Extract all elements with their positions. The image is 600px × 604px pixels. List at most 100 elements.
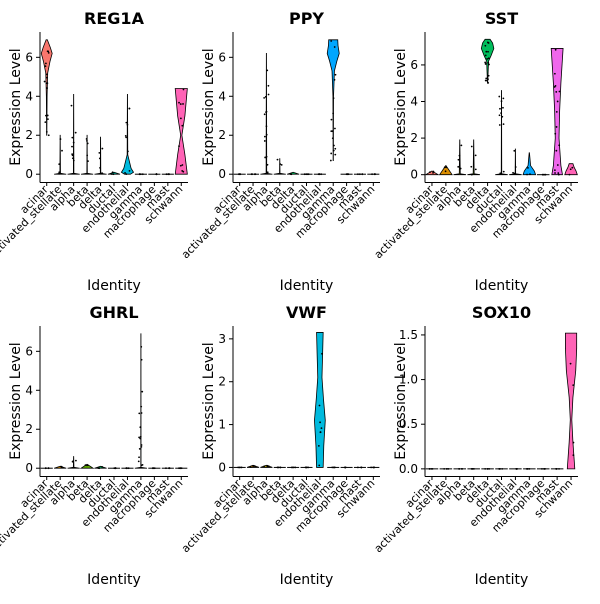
jitter-point: [98, 152, 101, 154]
jitter-point: [498, 95, 501, 98]
jitter-point: [46, 50, 49, 53]
violin-endothelial: [120, 93, 135, 175]
y-tick-label: 4: [25, 383, 33, 397]
violin-beta: [273, 158, 286, 175]
jitter-point: [97, 467, 100, 469]
jitter-point: [487, 50, 489, 53]
jitter-point: [303, 173, 306, 176]
jitter-point: [470, 173, 473, 176]
violin-delta: [94, 465, 107, 469]
jitter-point: [487, 74, 490, 77]
jitter-point: [484, 54, 487, 57]
jitter-point: [333, 466, 336, 469]
jitter-point: [276, 466, 279, 469]
jitter-point: [360, 466, 363, 469]
x-tick-label: activated_stellate: [372, 183, 450, 261]
jitter-point: [502, 106, 504, 109]
jitter-point: [179, 103, 182, 105]
x-axis-label: Identity: [475, 278, 529, 294]
jitter-point: [266, 163, 269, 166]
y-tick-label: 4: [25, 89, 33, 103]
jitter-point: [264, 135, 266, 138]
jitter-point: [138, 448, 141, 450]
jitter-point: [373, 173, 376, 176]
jitter-point: [569, 168, 572, 171]
y-tick-label: 2: [218, 375, 226, 389]
jitter-point: [461, 467, 464, 470]
jitter-point: [125, 136, 128, 139]
jitter-point: [140, 412, 143, 414]
violin-endothelial: [509, 148, 522, 176]
y-axis-label: Expression Level: [201, 342, 217, 459]
y-tick-label: 6: [410, 58, 418, 72]
y-tick-label: 2: [25, 422, 33, 436]
y-tick-label: 0: [218, 167, 226, 181]
jitter-point: [47, 134, 50, 137]
violin-activated_stellate: [54, 134, 67, 175]
jitter-point: [181, 124, 184, 127]
y-tick-label: 0: [218, 460, 226, 474]
y-tick-label: 3: [218, 332, 226, 346]
jitter-point: [487, 61, 490, 64]
jitter-point: [263, 140, 266, 142]
jitter-point: [43, 80, 46, 83]
jitter-point: [553, 72, 556, 75]
jitter-point: [168, 173, 171, 176]
jitter-point: [330, 130, 333, 133]
jitter-point: [554, 132, 557, 135]
jitter-point: [72, 141, 75, 144]
y-tick-label: 1.5: [399, 328, 418, 342]
jitter-point: [443, 166, 446, 169]
violin-delta: [94, 136, 107, 175]
panel-title: REG1A: [84, 9, 145, 28]
violin-ductal: [495, 90, 508, 176]
jitter-point: [101, 147, 104, 150]
x-tick-label: activated_stellate: [179, 183, 257, 261]
jitter-point: [361, 173, 364, 176]
jitter-point: [321, 352, 323, 355]
jitter-point: [168, 467, 170, 470]
jitter-point: [250, 173, 253, 176]
jitter-point: [334, 153, 337, 156]
y-tick-label: 1.0: [399, 373, 418, 387]
panel-title: PPY: [289, 9, 324, 28]
jitter-point: [182, 103, 184, 105]
violin-alpha: [67, 456, 80, 469]
jitter-point: [86, 464, 88, 467]
violin-gamma: [522, 152, 537, 176]
jitter-point: [46, 114, 49, 117]
jitter-point: [513, 172, 516, 175]
jitter-point: [45, 131, 48, 133]
violin-delta: [480, 38, 495, 84]
jitter-point: [249, 466, 252, 469]
jitter-point: [502, 170, 505, 173]
jitter-point: [571, 166, 574, 169]
jitter-point: [179, 117, 182, 120]
jitter-point: [182, 88, 185, 91]
jitter-point: [484, 63, 487, 65]
jitter-point: [318, 404, 321, 407]
jitter-point: [330, 40, 333, 42]
jitter-point: [319, 431, 322, 434]
jitter-point: [557, 173, 560, 176]
jitter-point: [501, 115, 504, 118]
jitter-point: [358, 173, 361, 176]
jitter-point: [541, 467, 543, 470]
jitter-point: [444, 170, 447, 173]
jitter-point: [569, 362, 572, 365]
panel-title: VWF: [286, 303, 327, 322]
jitter-point: [128, 169, 131, 172]
jitter-point: [557, 172, 560, 174]
jitter-point: [429, 171, 431, 174]
jitter-point: [139, 173, 142, 176]
jitter-point: [46, 73, 48, 76]
jitter-point: [111, 173, 113, 176]
jitter-point: [179, 164, 182, 167]
jitter-point: [267, 84, 270, 87]
jitter-point: [320, 427, 323, 430]
y-axis-label: Expression Level: [8, 48, 24, 165]
jitter-point: [305, 173, 308, 176]
jitter-point: [60, 465, 63, 468]
violin-gamma: [326, 39, 340, 161]
